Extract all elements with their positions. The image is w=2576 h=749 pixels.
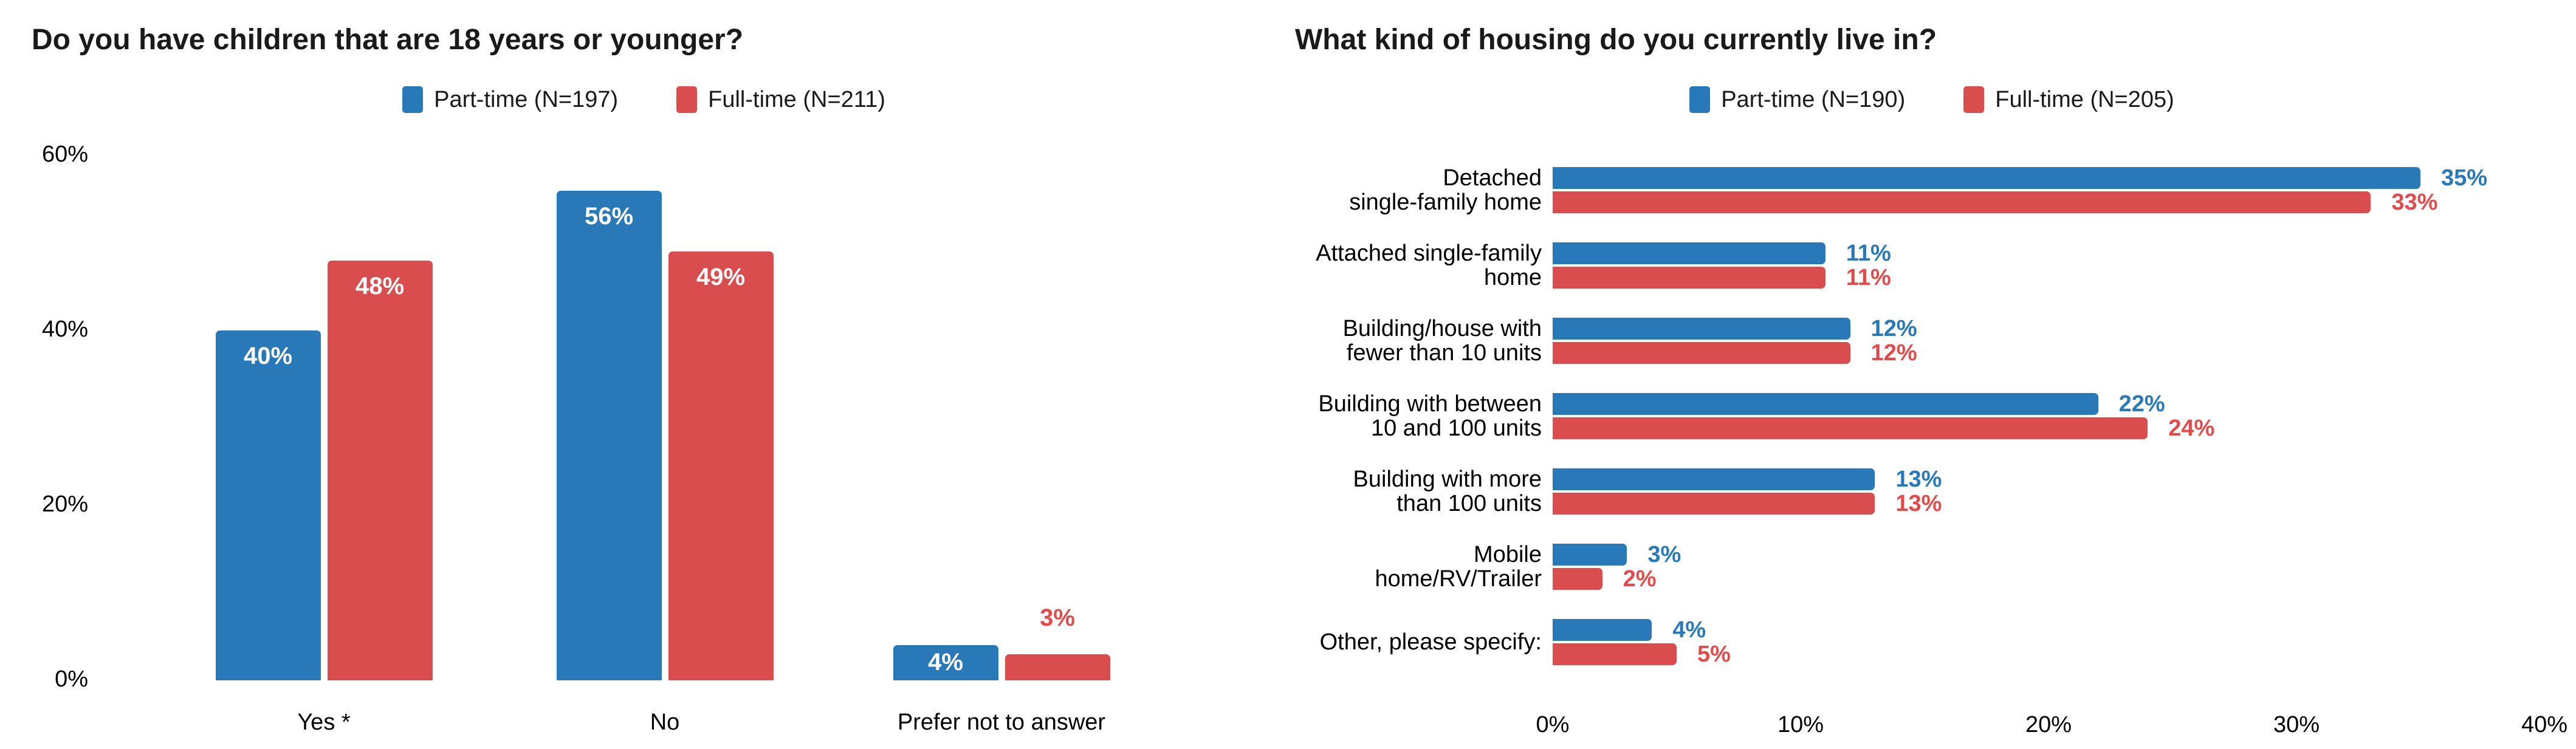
category-label: 10 and 100 units bbox=[1370, 416, 1542, 441]
bar bbox=[1553, 242, 1826, 264]
x-tick-label: 10% bbox=[1777, 712, 1824, 737]
part-time-swatch-icon bbox=[402, 86, 424, 113]
bar-value-label: 11% bbox=[1846, 265, 1891, 290]
legend-item-full-time: Full-time (N=211) bbox=[676, 86, 885, 113]
legend-label-full-time: Full-time (N=205) bbox=[1995, 86, 2174, 112]
category-label: Mobile bbox=[1474, 542, 1542, 567]
category-label: fewer than 10 units bbox=[1346, 340, 1542, 366]
full-time-swatch-icon bbox=[676, 86, 698, 113]
legend-label-part-time: Part-time (N=197) bbox=[434, 86, 619, 112]
bar-value-label: 5% bbox=[1697, 641, 1731, 667]
bar bbox=[1553, 417, 2148, 439]
children-chart-title: Do you have children that are 18 years o… bbox=[32, 24, 744, 56]
bar-value-label: 33% bbox=[2391, 190, 2438, 215]
bar bbox=[1553, 468, 1875, 490]
bar-value-label: 13% bbox=[1895, 467, 1942, 492]
housing-chart-legend: Part-time (N=190) Full-time (N=205) bbox=[1288, 84, 2576, 115]
bar bbox=[1553, 544, 1627, 566]
bar-value-label: 13% bbox=[1895, 491, 1942, 516]
bar-value-label: 24% bbox=[2168, 416, 2215, 441]
bar bbox=[1553, 191, 2371, 213]
bar bbox=[1553, 568, 1602, 590]
bar-value-label: 56% bbox=[584, 202, 634, 230]
children-chart-plot-area: 0% 20% 40% 60% Yes * 40% 48% No 56% 49% Prefer not… bbox=[41, 142, 1110, 735]
bar-value-label: 22% bbox=[2118, 391, 2165, 417]
category-label: home bbox=[1483, 265, 1542, 290]
category-label: No bbox=[650, 710, 680, 735]
x-tick-label: 30% bbox=[2273, 712, 2320, 737]
bar-value-label: 4% bbox=[928, 649, 963, 676]
category-label: Building/house with bbox=[1342, 316, 1542, 341]
y-tick-label: 0% bbox=[55, 666, 88, 692]
full-time-swatch-icon bbox=[1963, 86, 1985, 113]
x-tick-label: 0% bbox=[1536, 712, 1570, 737]
legend-label-part-time: Part-time (N=190) bbox=[1721, 86, 1906, 112]
bar-value-label: 35% bbox=[2441, 165, 2488, 191]
bar-value-label: 4% bbox=[1672, 617, 1706, 643]
bar bbox=[327, 260, 433, 680]
bar bbox=[1553, 393, 2098, 415]
housing-chart-plot-area: 0% 10% 20% 30% 40% Detached single-family home… bbox=[1288, 0, 2576, 749]
y-tick-label: 60% bbox=[41, 142, 88, 167]
category-label: Building with more bbox=[1353, 467, 1542, 492]
category-label: Detached bbox=[1443, 165, 1542, 191]
bar-value-label: 3% bbox=[1647, 542, 1681, 567]
category-label: Yes * bbox=[297, 710, 351, 735]
category-label: than 100 units bbox=[1396, 491, 1542, 516]
bar bbox=[556, 190, 662, 680]
bar bbox=[1553, 619, 1652, 641]
bar bbox=[1553, 267, 1826, 289]
category-label: home/RV/Trailer bbox=[1375, 566, 1542, 592]
bar-value-label: 48% bbox=[355, 272, 405, 299]
category-label: Other, please specify: bbox=[1319, 629, 1542, 655]
x-tick-label: 20% bbox=[2025, 712, 2072, 737]
bar bbox=[893, 645, 998, 680]
bar-value-label: 40% bbox=[243, 343, 293, 369]
bar-value-label: 49% bbox=[696, 264, 746, 291]
bar bbox=[1553, 643, 1677, 665]
housing-chart-panel: What kind of housing do you currently li… bbox=[1288, 0, 2576, 749]
category-label: Attached single-family bbox=[1316, 241, 1542, 266]
housing-chart-title: What kind of housing do you currently li… bbox=[1295, 24, 1937, 56]
bar bbox=[1553, 493, 1875, 515]
category-label: Building with between bbox=[1318, 391, 1542, 417]
y-tick-label: 20% bbox=[41, 491, 88, 517]
bar bbox=[215, 330, 321, 680]
bar-value-label: 12% bbox=[1870, 316, 1917, 341]
bar bbox=[1553, 318, 1850, 340]
children-chart-panel: Do you have children that are 18 years o… bbox=[0, 24, 1288, 735]
bar bbox=[668, 251, 774, 680]
legend-label-full-time: Full-time (N=211) bbox=[708, 86, 885, 112]
legend-item-part-time: Part-time (N=190) bbox=[1689, 86, 1905, 113]
x-tick-label: 40% bbox=[2521, 712, 2568, 737]
bar bbox=[1553, 342, 1850, 364]
children-chart-legend: Part-time (N=197) Full-time (N=211) bbox=[0, 84, 1288, 115]
part-time-swatch-icon bbox=[1689, 86, 1711, 113]
bar-value-label: 2% bbox=[1623, 566, 1657, 592]
bar bbox=[1005, 654, 1110, 680]
y-tick-label: 40% bbox=[41, 316, 88, 342]
legend-item-part-time: Part-time (N=197) bbox=[402, 86, 618, 113]
category-label: single-family home bbox=[1349, 190, 1542, 215]
category-label: Prefer not to answer bbox=[897, 710, 1106, 735]
bar-value-label: 11% bbox=[1846, 241, 1891, 266]
legend-item-full-time: Full-time (N=205) bbox=[1963, 86, 2174, 113]
bar-value-label: 12% bbox=[1870, 340, 1917, 366]
bar-value-label: 3% bbox=[1040, 604, 1075, 631]
bar bbox=[1553, 167, 2420, 189]
